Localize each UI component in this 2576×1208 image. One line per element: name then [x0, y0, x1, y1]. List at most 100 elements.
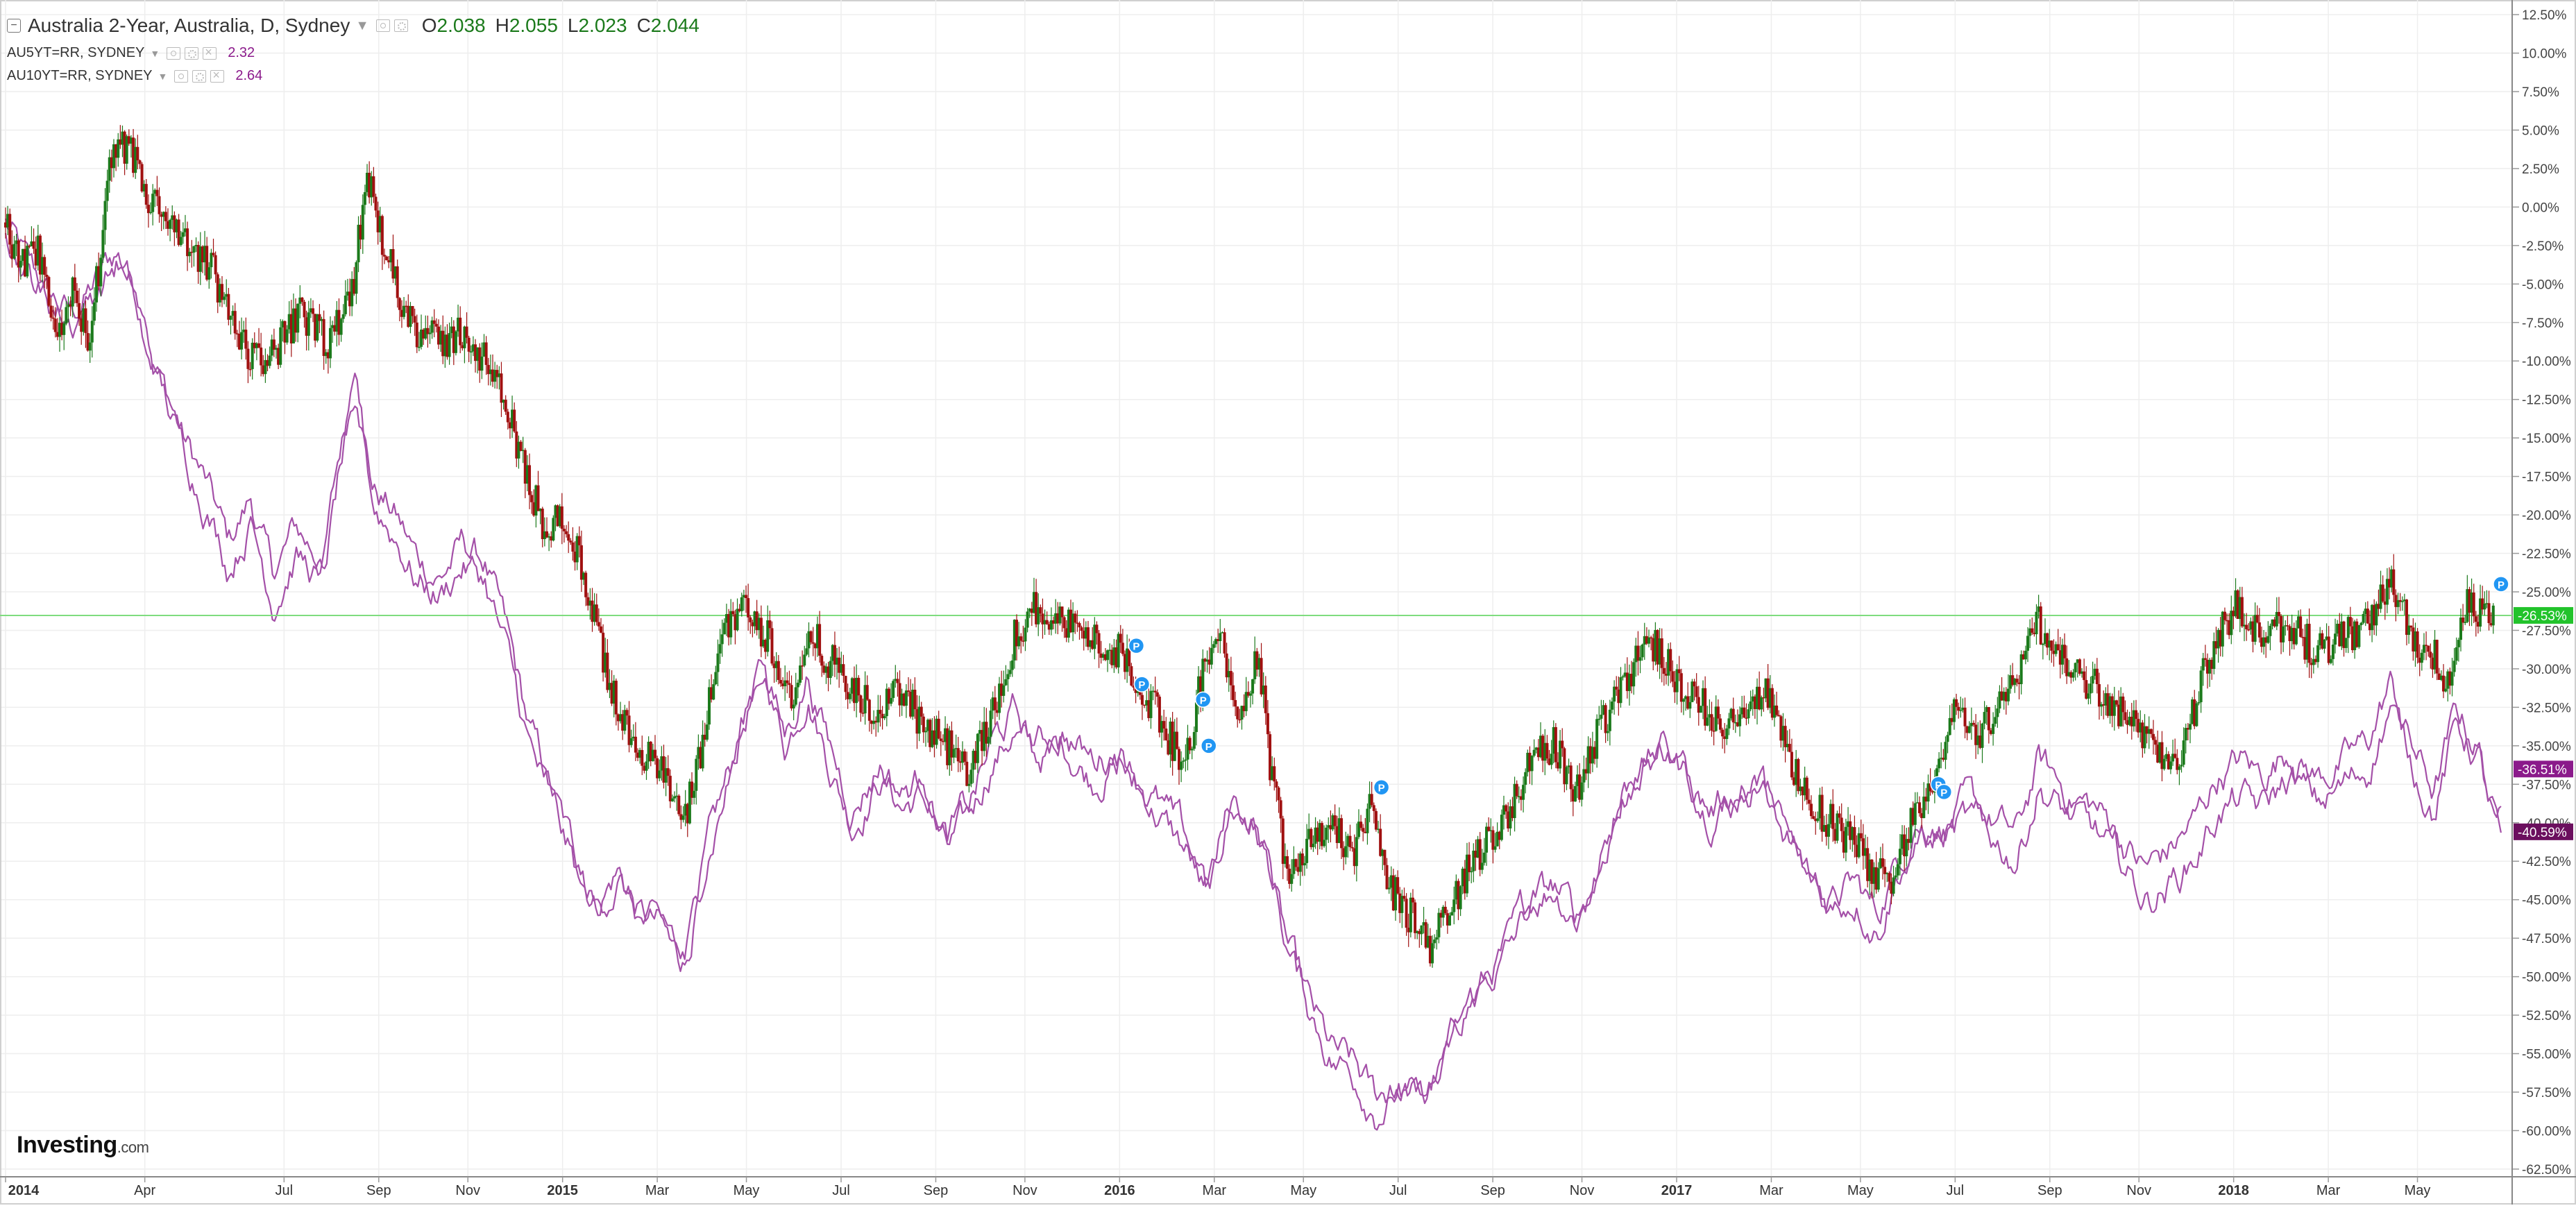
candle-body: [2193, 699, 2196, 726]
candle-body: [668, 776, 672, 801]
candle-body: [1422, 922, 1425, 926]
candle-body: [991, 697, 994, 711]
x-tick-label: May: [1290, 1183, 1316, 1198]
candle-body: [1686, 696, 1690, 709]
candle-body: [2368, 623, 2371, 631]
candle-body: [2301, 636, 2305, 638]
candle-body: [931, 730, 934, 747]
close-label: C: [636, 15, 651, 36]
candle-body: [1615, 686, 1618, 690]
candle-body: [1350, 847, 1354, 849]
candle-body: [2307, 624, 2311, 663]
candle-body: [2390, 569, 2393, 588]
candle-body: [149, 212, 153, 214]
candle-body: [1385, 865, 1389, 890]
candle-body: [1833, 828, 1837, 841]
chevron-down-icon[interactable]: ▼: [158, 70, 168, 82]
candle-body: [981, 730, 984, 751]
candle-body: [218, 284, 221, 303]
candle-body: [1370, 794, 1373, 806]
candle-body: [1736, 722, 1739, 726]
candle-body: [1074, 613, 1077, 623]
candle-body: [1606, 731, 1609, 733]
candle-body: [1474, 851, 1477, 858]
candle-body: [887, 688, 890, 704]
candle-body: [2425, 645, 2428, 646]
candle-body: [1511, 806, 1514, 819]
candle-body: [498, 373, 501, 377]
candle-body: [368, 172, 371, 198]
candle-body: [405, 305, 408, 307]
candle-body: [2019, 654, 2023, 684]
candle-body: [370, 176, 373, 198]
candle-body: [411, 306, 414, 316]
eye-icon[interactable]: [375, 19, 390, 32]
eye-icon[interactable]: [174, 69, 189, 83]
candle-body: [346, 291, 349, 296]
collapse-icon[interactable]: −: [7, 19, 21, 33]
brand-name: Investing: [17, 1132, 117, 1158]
candle-body: [1924, 797, 1928, 802]
candle-body: [38, 235, 42, 275]
candle-body: [1461, 868, 1464, 887]
candle-body: [1229, 671, 1232, 686]
candle-body: [413, 316, 416, 323]
candle-body: [1400, 896, 1404, 913]
candle-body: [759, 618, 763, 647]
candle-body: [125, 136, 128, 164]
candle-body: [1242, 706, 1246, 711]
candle-body: [1190, 749, 1194, 751]
candle-body: [2280, 615, 2283, 643]
candle-body: [548, 536, 551, 538]
gear-icon[interactable]: [192, 69, 207, 83]
candle-body: [92, 302, 96, 321]
close-icon[interactable]: [203, 45, 217, 60]
open-value: 2.038: [437, 15, 486, 36]
candle-body: [1818, 794, 1822, 819]
chevron-down-icon[interactable]: ▼: [150, 47, 160, 59]
candle-body: [1065, 628, 1068, 638]
candle-body: [907, 690, 910, 692]
candle-body: [983, 722, 986, 751]
candle-body: [840, 664, 843, 673]
main-series-title[interactable]: Australia 2-Year, Australia, D, Sydney: [28, 15, 350, 36]
gear-icon[interactable]: [185, 46, 199, 60]
candle-body: [2221, 611, 2224, 647]
candle-body: [1155, 692, 1159, 697]
candle-body: [8, 214, 12, 245]
candle-body: [220, 284, 223, 300]
candle-body: [1905, 839, 1908, 857]
candle-body: [1362, 828, 1365, 832]
candle-body: [729, 611, 733, 638]
candle-body: [1913, 803, 1917, 825]
series-name[interactable]: AU10YT=RR, SYDNEY: [7, 68, 153, 83]
chevron-down-icon[interactable]: ▼: [355, 17, 369, 33]
candle-body: [1708, 714, 1711, 718]
y-tick-label: -2.50%: [2522, 239, 2564, 254]
candle-body: [1493, 846, 1497, 850]
candle-body: [1901, 834, 1904, 849]
close-icon[interactable]: [210, 68, 225, 83]
candle-body: [2024, 650, 2027, 660]
candle-body: [210, 253, 213, 268]
candle-body: [123, 131, 126, 164]
series-name[interactable]: AU5YT=RR, SYDNEY: [7, 45, 145, 60]
candle-body: [736, 609, 739, 631]
eye-icon[interactable]: [167, 46, 181, 60]
x-tick-label: May: [2405, 1183, 2431, 1198]
gear-icon[interactable]: [393, 19, 408, 32]
candle-body: [341, 314, 345, 319]
candle-body: [1318, 823, 1321, 842]
candle-body: [658, 770, 661, 779]
candle-body: [738, 609, 741, 611]
investing-logo[interactable]: Investing.com: [17, 1132, 149, 1159]
candle-body: [2316, 645, 2320, 663]
candle-body: [764, 640, 768, 652]
candle-body: [1416, 930, 1419, 933]
candle-body: [2243, 624, 2246, 627]
candle-body: [53, 318, 57, 332]
candle-body: [619, 714, 622, 722]
